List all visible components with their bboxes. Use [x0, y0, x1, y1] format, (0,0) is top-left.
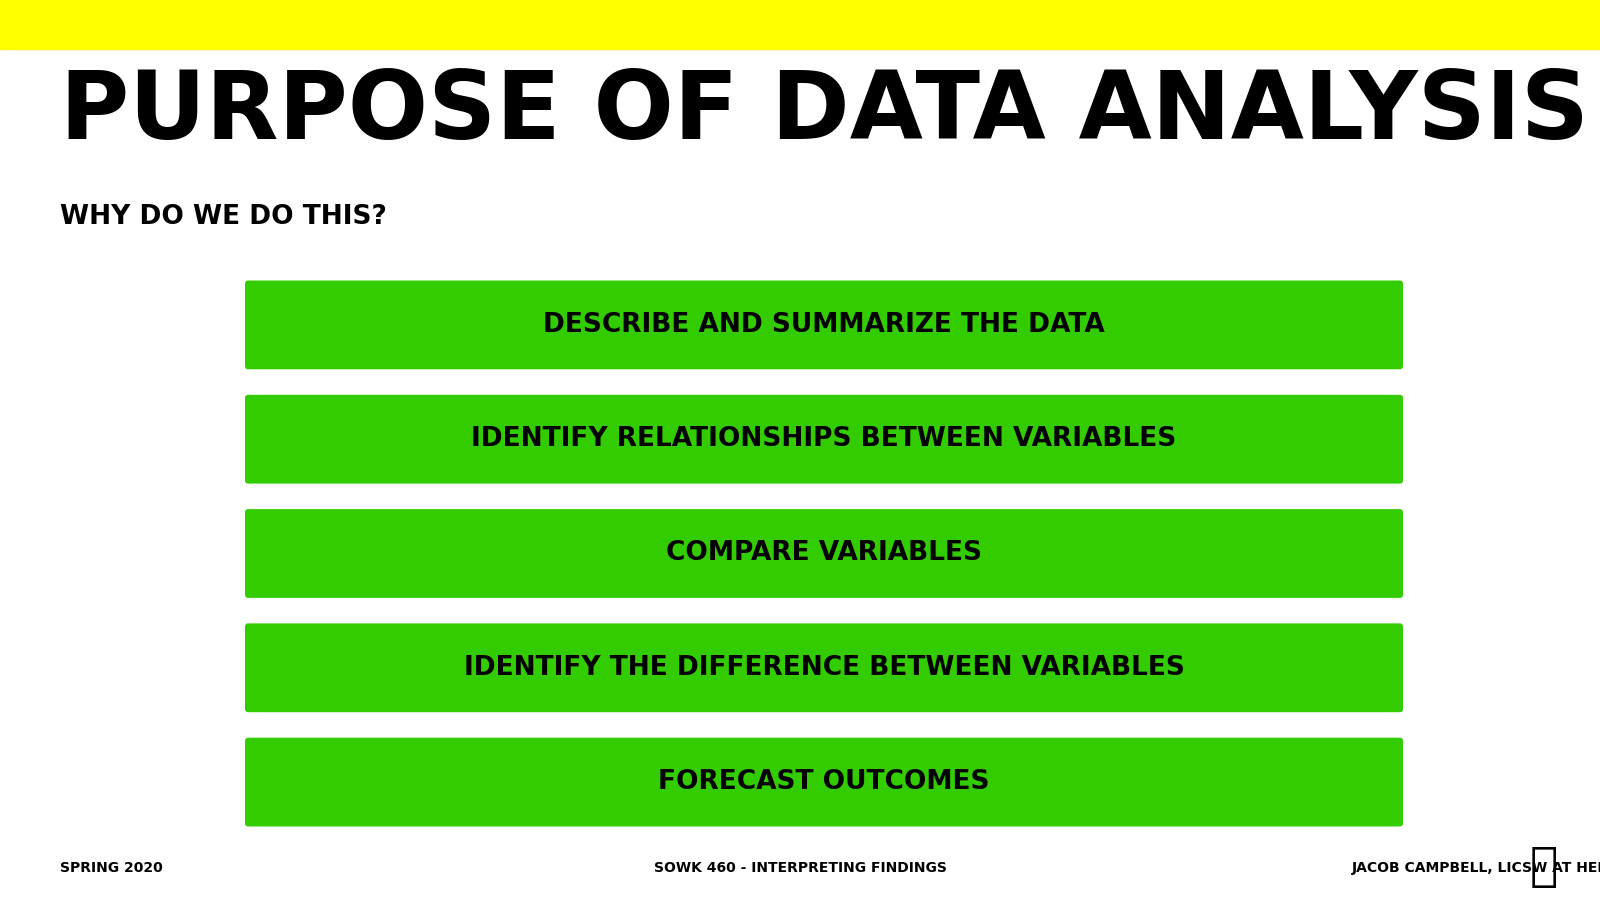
Text: JACOB CAMPBELL, LICSW AT HERITAGE UNIVERSITY: JACOB CAMPBELL, LICSW AT HERITAGE UNIVER…: [1352, 861, 1600, 875]
FancyBboxPatch shape: [245, 281, 1403, 369]
FancyBboxPatch shape: [245, 509, 1403, 598]
FancyBboxPatch shape: [245, 395, 1403, 483]
FancyBboxPatch shape: [245, 738, 1403, 826]
Text: IDENTIFY THE DIFFERENCE BETWEEN VARIABLES: IDENTIFY THE DIFFERENCE BETWEEN VARIABLE…: [464, 655, 1184, 680]
Text: SPRING 2020: SPRING 2020: [61, 861, 163, 875]
Text: COMPARE VARIABLES: COMPARE VARIABLES: [666, 541, 982, 566]
Text: WHY DO WE DO THIS?: WHY DO WE DO THIS?: [61, 204, 387, 230]
Text: IDENTIFY RELATIONSHIPS BETWEEN VARIABLES: IDENTIFY RELATIONSHIPS BETWEEN VARIABLES: [472, 427, 1176, 452]
Bar: [0, 0, 1600, 50]
Text: 🐘: 🐘: [1530, 845, 1558, 890]
Text: PURPOSE OF DATA ANALYSIS: PURPOSE OF DATA ANALYSIS: [61, 68, 1589, 159]
Text: FORECAST OUTCOMES: FORECAST OUTCOMES: [658, 770, 990, 795]
Text: SOWK 460 - INTERPRETING FINDINGS: SOWK 460 - INTERPRETING FINDINGS: [653, 861, 947, 875]
FancyBboxPatch shape: [245, 624, 1403, 712]
Text: DESCRIBE AND SUMMARIZE THE DATA: DESCRIBE AND SUMMARIZE THE DATA: [542, 312, 1106, 338]
